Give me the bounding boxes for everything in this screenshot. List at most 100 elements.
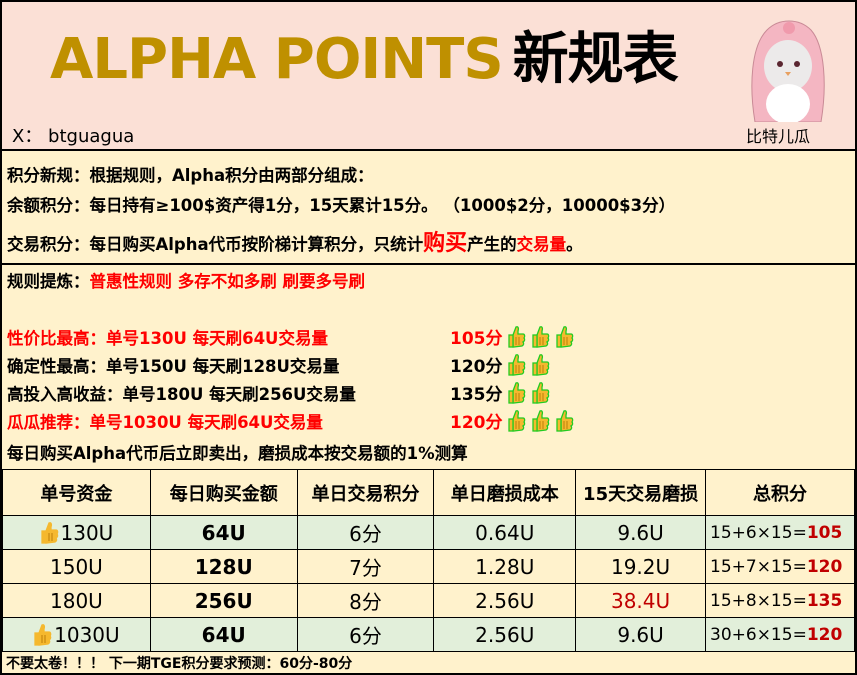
thumbs-up-icon (555, 409, 575, 433)
capital-value: 180U (50, 588, 103, 613)
loss15-value: 38.4U (610, 588, 671, 613)
cell-points: 6分 (296, 617, 435, 652)
summary-section: 规则提炼：普惠性规则 多存不如多刷 刷要多号刷 性价比最高：单号130U 每天刷… (2, 266, 855, 469)
column-header: 总积分 (705, 469, 855, 516)
cell-cost: 2.56U (433, 617, 577, 652)
daily-value: 64U (201, 622, 246, 647)
social-handle: X： btguagua (12, 126, 135, 147)
cost-value: 0.64U (475, 520, 535, 545)
page-title: ALPHA POINTS 新规表 (50, 14, 679, 95)
formula-value: 15+7×15= (710, 556, 807, 577)
cell-formula: 15+6×15=105 (705, 515, 855, 550)
trade-end: 。 (566, 235, 583, 254)
recommendation-text: 确定性最高：单号150U 每天刷128U交易量 (7, 357, 340, 376)
summary-note: 每日购买Alpha代币后立即卖出，磨损成本按交易额的1%测算 (7, 444, 468, 463)
thumbs-up-icon (40, 521, 60, 545)
cost-value: 2.56U (475, 588, 535, 613)
author-name: 比特儿瓜 (746, 127, 811, 146)
capital-value: 130U (60, 520, 114, 545)
title-zh: 新规表 (512, 27, 679, 92)
recommendation-item: 性价比最高：单号130U 每天刷64U交易量 105分 (7, 324, 575, 349)
cell-points: 8分 (296, 583, 435, 618)
thumbs-up-icon (531, 325, 551, 349)
capital-value: 1030U (54, 622, 120, 647)
cost-value: 1.28U (475, 554, 535, 579)
recommendation-item: 瓜瓜推荐：单号1030U 每天刷64U交易量 120分 (7, 408, 575, 433)
daily-value: 256U (194, 588, 253, 613)
trade-prefix: 交易积分：每日购买Alpha代币按阶梯计算积分，只统计 (7, 235, 424, 254)
cell-loss15: 19.2U (575, 549, 706, 584)
recommendation-text: 高投入高收益：单号180U 每天刷256U交易量 (7, 385, 356, 404)
recommendation-score: 120分 (450, 357, 503, 377)
cell-points: 6分 (296, 515, 435, 550)
formula-value: 30+6×15= (710, 624, 807, 645)
cell-formula: 30+6×15=120 (705, 617, 855, 652)
rules-section: 积分新规：根据规则，Alpha积分由两部分组成： 余额积分：每日持有≥100$资… (2, 152, 855, 265)
loss15-value: 9.6U (617, 622, 664, 647)
capital-value: 150U (50, 554, 103, 579)
trade-buy: 购买 (423, 231, 468, 256)
rules-trade: 交易积分：每日购买Alpha代币按阶梯计算积分，只统计购买产生的交易量。 (7, 225, 583, 257)
table-row: 130U 64U 6分 0.64U 9.6U 15+6×15=105 (2, 515, 855, 550)
points-value: 6分 (349, 624, 382, 648)
trade-vol: 交易量 (516, 235, 567, 254)
cell-loss15: 9.6U (575, 515, 706, 550)
header: ALPHA POINTS 新规表 X： btguagua 比特儿瓜 (2, 2, 855, 151)
cell-daily: 256U (149, 583, 298, 618)
thumbs-up-icon (507, 409, 527, 433)
cell-cost: 2.56U (433, 583, 577, 618)
cell-capital: 150U (2, 549, 151, 584)
title-en: ALPHA POINTS (50, 27, 504, 92)
cell-capital: 180U (2, 583, 151, 618)
recommendation-score: 105分 (450, 329, 503, 349)
formula-value: 15+8×15= (710, 590, 807, 611)
points-value: 8分 (349, 590, 382, 614)
cell-capital: 130U (2, 515, 151, 550)
recommendation-text: 瓜瓜推荐：单号1030U 每天刷64U交易量 (7, 413, 323, 432)
trade-mid: 产生的 (467, 235, 517, 254)
recommendation-item: 确定性最高：单号150U 每天刷128U交易量 120分 (7, 352, 551, 377)
thumbs-up-icon (555, 325, 575, 349)
points-value: 7分 (349, 556, 382, 580)
rules-intro: 积分新规：根据规则，Alpha积分由两部分组成： (7, 166, 374, 185)
cell-loss15: 9.6U (575, 617, 706, 652)
recommendation-score: 120分 (450, 413, 503, 433)
column-header: 每日购买金额 (149, 469, 298, 516)
column-header: 15天交易磨损 (575, 469, 706, 516)
column-header: 单日磨损成本 (433, 469, 577, 516)
thumbs-up-icon (531, 409, 551, 433)
loss15-value: 19.2U (610, 554, 671, 579)
total-value: 105 (806, 522, 843, 543)
cell-formula: 15+8×15=135 (705, 583, 855, 618)
cell-loss15: 38.4U (575, 583, 706, 618)
cell-daily: 64U (149, 617, 298, 652)
cell-formula: 15+7×15=120 (705, 549, 855, 584)
rules-balance: 余额积分：每日持有≥100$资产得1分，15天累计15分。 （1000$2分，1… (7, 196, 676, 215)
thumbs-up-icon (507, 353, 527, 377)
column-header: 单号资金 (2, 469, 151, 516)
summary-heading: 规则提炼：普惠性规则 多存不如多刷 刷要多号刷 (7, 268, 365, 292)
penguin-avatar-icon (751, 20, 825, 122)
footer-note: 不要太卷！！！ 下一期TGE积分要求预测：60分-80分 (6, 656, 353, 672)
thumbs-up-icon (531, 353, 551, 377)
total-value: 120 (806, 624, 843, 645)
daily-value: 128U (194, 554, 253, 579)
recommendation-score: 135分 (450, 385, 503, 405)
thumbs-up-icon (33, 623, 53, 647)
cell-daily: 64U (149, 515, 298, 550)
summary-value: 普惠性规则 多存不如多刷 刷要多号刷 (89, 272, 366, 291)
table-row: 1030U 64U 6分 2.56U 9.6U 30+6×15=120 (2, 617, 855, 652)
daily-value: 64U (201, 520, 246, 545)
cell-daily: 128U (149, 549, 298, 584)
loss15-value: 9.6U (617, 520, 664, 545)
thumbs-up-icon (507, 325, 527, 349)
recommendation-text: 性价比最高：单号130U 每天刷64U交易量 (7, 329, 328, 348)
points-value: 6分 (349, 522, 382, 546)
recommendation-item: 高投入高收益：单号180U 每天刷256U交易量 135分 (7, 380, 551, 405)
cell-cost: 0.64U (433, 515, 577, 550)
thumbs-up-icon (531, 381, 551, 405)
column-header: 单日交易积分 (296, 469, 435, 516)
thumbs-up-icon (507, 381, 527, 405)
table-row: 150U 128U 7分 1.28U 19.2U 15+7×15=120 (2, 549, 855, 584)
